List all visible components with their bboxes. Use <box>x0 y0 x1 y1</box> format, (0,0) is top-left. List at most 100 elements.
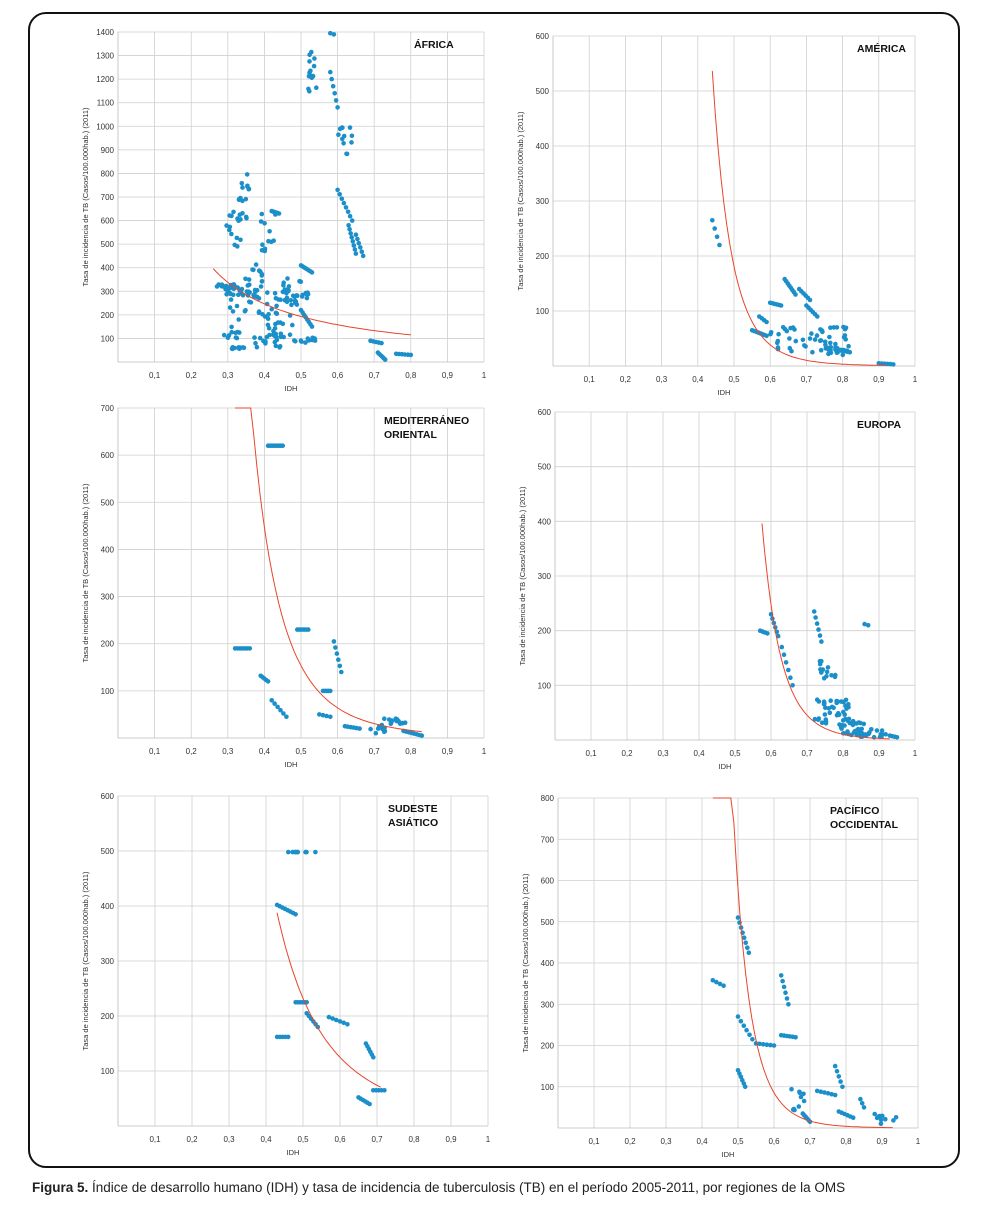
data-point <box>781 984 787 990</box>
data-point <box>793 292 798 297</box>
data-point <box>295 849 301 855</box>
data-point <box>311 63 317 69</box>
data-point <box>307 89 312 94</box>
data-point <box>818 1089 824 1094</box>
data-point <box>359 249 365 254</box>
data-point <box>280 289 286 295</box>
data-point <box>247 646 253 651</box>
data-point <box>328 688 333 694</box>
y-tick-label: 600 <box>538 408 552 417</box>
y-tick-label: 100 <box>101 687 115 696</box>
data-point <box>281 711 286 716</box>
y-tick-label: 300 <box>101 287 115 296</box>
data-point <box>309 324 315 329</box>
data-point <box>299 294 305 299</box>
data-point <box>816 699 822 704</box>
data-point <box>834 325 840 330</box>
charts-svg: 1002003004005006007008009001000110012001… <box>81 28 921 1159</box>
data-point <box>784 996 790 1001</box>
x-axis-label: IDH <box>285 760 298 769</box>
data-point <box>303 340 308 345</box>
data-point <box>277 344 283 349</box>
x-tick-label: 0,6 <box>332 371 344 380</box>
data-point <box>741 935 747 940</box>
y-tick-label: 400 <box>101 545 115 554</box>
data-point <box>290 322 295 328</box>
data-point <box>274 303 279 309</box>
data-point <box>345 1022 350 1027</box>
data-point <box>350 239 356 244</box>
y-tick-label: 100 <box>101 334 115 343</box>
figure-caption: Figura 5. Índice de desarrollo humano (I… <box>32 1180 992 1195</box>
data-point <box>824 674 829 679</box>
x-tick-label: 0,4 <box>260 1135 272 1144</box>
data-point <box>286 849 291 855</box>
data-point <box>721 983 726 988</box>
data-point <box>333 98 339 103</box>
trend-line <box>235 407 422 733</box>
data-point <box>280 443 286 449</box>
data-point <box>294 293 299 298</box>
data-point <box>883 1116 888 1122</box>
x-tick-label: 0,3 <box>660 1137 672 1146</box>
data-point <box>309 270 315 275</box>
data-point <box>243 196 249 202</box>
data-point <box>336 132 341 137</box>
data-point <box>284 714 289 720</box>
data-point <box>819 720 825 725</box>
data-point <box>307 59 312 64</box>
data-point <box>341 141 346 146</box>
data-point <box>262 314 268 319</box>
data-point <box>272 701 277 706</box>
x-tick-label: 0,3 <box>657 749 669 758</box>
data-point <box>856 720 861 725</box>
x-tick-label: 0,8 <box>405 747 417 756</box>
data-point <box>287 332 293 338</box>
data-point <box>263 339 268 344</box>
y-tick-label: 200 <box>101 311 115 320</box>
data-point <box>776 331 781 337</box>
data-point <box>862 621 867 627</box>
y-tick-label: 100 <box>541 1083 555 1092</box>
data-point <box>334 1017 339 1023</box>
x-tick-label: 0,9 <box>873 749 885 758</box>
data-point <box>306 338 312 343</box>
data-point <box>382 1088 387 1093</box>
data-point <box>788 675 793 680</box>
data-point <box>810 349 815 355</box>
y-tick-label: 600 <box>541 877 555 886</box>
x-tick-label: 1 <box>482 747 487 756</box>
data-point <box>828 698 833 703</box>
data-point <box>781 652 787 657</box>
data-point <box>801 1098 807 1104</box>
x-tick-label: 0,7 <box>369 747 381 756</box>
data-point <box>793 1035 798 1040</box>
data-point <box>337 126 343 132</box>
y-tick-label: 400 <box>101 902 115 911</box>
data-point <box>298 338 304 344</box>
data-point <box>269 698 275 703</box>
caption-text: Índice de desarrollo humano (IDH) y tasa… <box>88 1180 846 1195</box>
data-point <box>779 644 785 650</box>
data-point <box>306 73 312 79</box>
data-point <box>817 633 823 638</box>
data-point <box>357 726 362 731</box>
x-tick-label: 0,6 <box>765 375 777 384</box>
x-tick-label: 0,8 <box>405 371 417 380</box>
data-point <box>335 105 340 110</box>
x-tick-label: 0,7 <box>369 371 381 380</box>
data-point <box>341 200 347 206</box>
x-tick-label: 0,9 <box>442 371 454 380</box>
data-point <box>349 235 355 240</box>
data-point <box>839 722 845 728</box>
data-point <box>850 722 856 728</box>
y-tick-label: 100 <box>101 1067 115 1076</box>
data-point <box>258 219 264 224</box>
x-tick-label: 0,2 <box>624 1137 636 1146</box>
data-point <box>344 151 350 157</box>
data-point <box>335 187 340 193</box>
data-point <box>227 213 232 218</box>
data-point <box>253 340 258 346</box>
data-point <box>825 665 831 670</box>
y-tick-label: 500 <box>101 240 115 249</box>
